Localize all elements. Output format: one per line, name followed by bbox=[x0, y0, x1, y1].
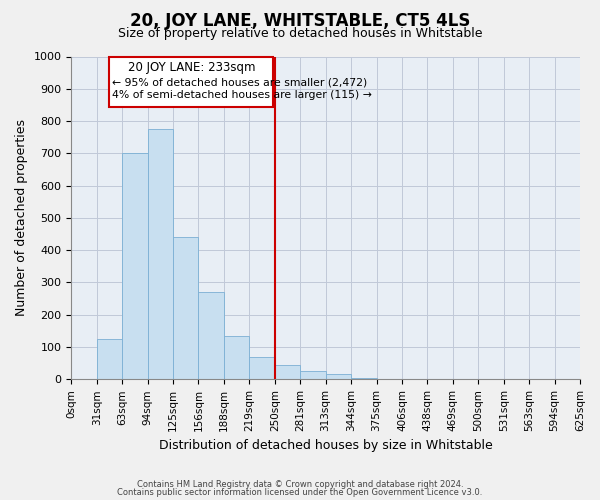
Bar bbox=[199, 292, 224, 380]
Text: Size of property relative to detached houses in Whitstable: Size of property relative to detached ho… bbox=[118, 28, 482, 40]
Bar bbox=[326, 374, 351, 380]
Bar bbox=[173, 238, 199, 380]
Bar bbox=[224, 336, 250, 380]
Text: 4% of semi-detached houses are larger (115) →: 4% of semi-detached houses are larger (1… bbox=[112, 90, 373, 100]
Text: 20, JOY LANE, WHITSTABLE, CT5 4LS: 20, JOY LANE, WHITSTABLE, CT5 4LS bbox=[130, 12, 470, 30]
Bar bbox=[275, 365, 300, 380]
X-axis label: Distribution of detached houses by size in Whitstable: Distribution of detached houses by size … bbox=[159, 440, 493, 452]
Text: ← 95% of detached houses are smaller (2,472): ← 95% of detached houses are smaller (2,… bbox=[112, 78, 368, 88]
FancyBboxPatch shape bbox=[109, 56, 274, 106]
Bar bbox=[250, 356, 275, 380]
Text: Contains HM Land Registry data © Crown copyright and database right 2024.: Contains HM Land Registry data © Crown c… bbox=[137, 480, 463, 489]
Text: 20 JOY LANE: 233sqm: 20 JOY LANE: 233sqm bbox=[128, 62, 255, 74]
Bar bbox=[148, 129, 173, 380]
Text: Contains public sector information licensed under the Open Government Licence v3: Contains public sector information licen… bbox=[118, 488, 482, 497]
Bar bbox=[351, 378, 377, 380]
Bar bbox=[97, 339, 122, 380]
Bar bbox=[122, 154, 148, 380]
Y-axis label: Number of detached properties: Number of detached properties bbox=[15, 120, 28, 316]
Bar bbox=[300, 371, 326, 380]
